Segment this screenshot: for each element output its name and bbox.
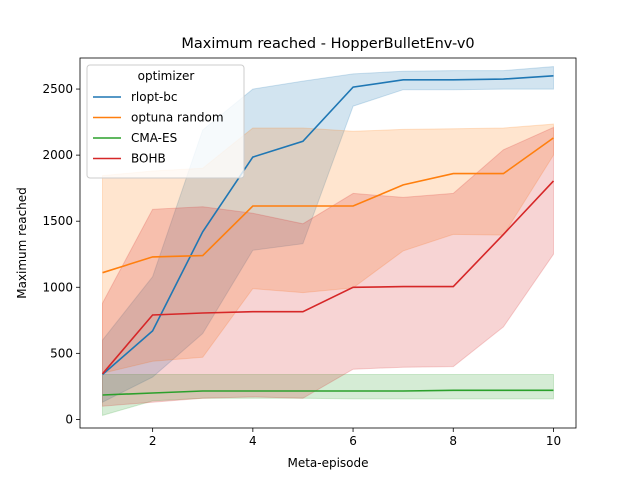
cma-es-line: [102, 389, 554, 396]
y-tick-label: 1500: [42, 214, 73, 228]
series-lines: [101, 75, 555, 396]
x-tick-label: 2: [149, 434, 157, 448]
x-tick-label: 10: [546, 434, 561, 448]
bohb-band: [102, 126, 554, 407]
legend-box: [86, 64, 245, 179]
y-axis-label: Maximum reached: [15, 187, 29, 299]
legend-items: rlopt-bc optuna random CMA-ES BOHB: [93, 90, 224, 166]
legend-label-optuna-random: optuna random: [131, 111, 224, 125]
x-tick-label: 6: [349, 434, 357, 448]
x-tick-label: 4: [249, 434, 257, 448]
chart-title: Maximum reached - HopperBulletEnv-v0: [181, 36, 474, 52]
legend-label-bohb: BOHB: [131, 152, 166, 166]
y-axis-ticks: 0 500 1000 1500 2000 2500: [42, 82, 80, 426]
y-tick-label: 0: [65, 412, 73, 426]
x-axis-label: Meta-episode: [287, 456, 368, 470]
y-tick-label: 500: [50, 346, 73, 360]
rlopt-bc-line: [101, 75, 554, 376]
plot-frame: [79, 57, 577, 429]
legend-title: optimizer: [138, 69, 195, 83]
y-tick-label: 1000: [42, 280, 73, 294]
legend: optimizer rlopt-bc optuna random CMA-ES BOH…: [86, 64, 245, 179]
optuna-random-line: [102, 137, 554, 274]
bohb-line: [101, 180, 555, 375]
cma-es-band: [102, 374, 554, 417]
y-tick-label: 2000: [42, 148, 73, 162]
y-tick-label: 2500: [42, 82, 73, 96]
x-tick-label: 8: [449, 434, 457, 448]
optuna-random-band: [102, 123, 554, 374]
legend-label-rlopt-bc: rlopt-bc: [131, 90, 177, 104]
legend-label-cma-es: CMA-ES: [131, 131, 177, 145]
x-axis-ticks: 2 4 6 8 10: [149, 428, 561, 448]
